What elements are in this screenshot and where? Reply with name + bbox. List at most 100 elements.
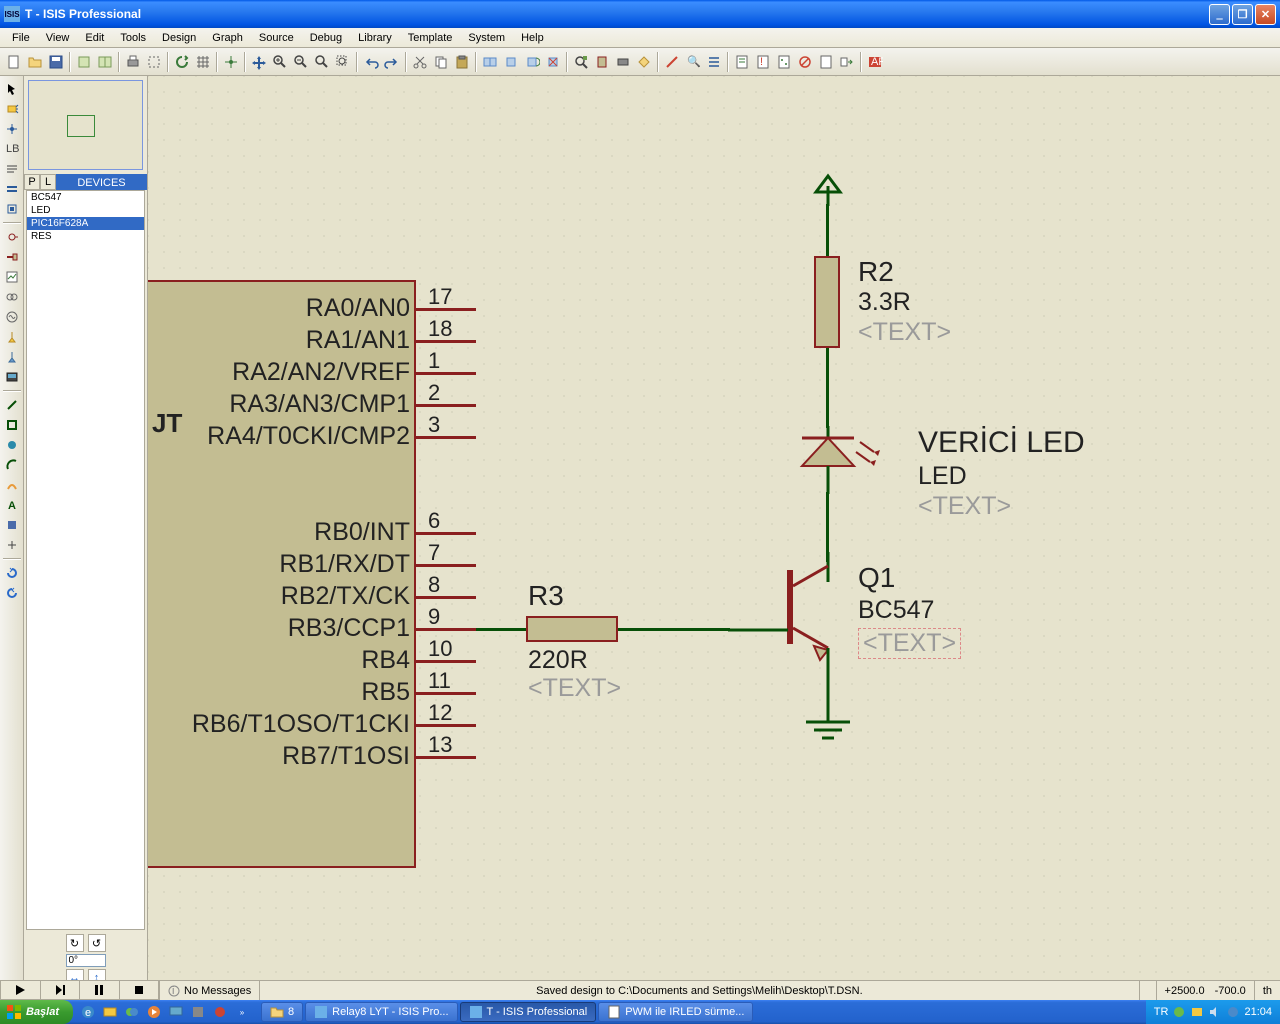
rotate-cw-small-icon[interactable]: ↻ (66, 934, 84, 952)
component-led[interactable] (788, 426, 918, 496)
maximize-button[interactable]: ❐ (1232, 4, 1253, 25)
rotation-angle-input[interactable] (66, 954, 106, 967)
minimize-button[interactable]: ‗ (1209, 4, 1230, 25)
block-rotate-icon[interactable] (522, 52, 542, 72)
box-2d-icon[interactable] (2, 416, 22, 434)
language-indicator[interactable]: TR (1154, 1006, 1169, 1018)
rotate-cw-icon[interactable] (2, 564, 22, 582)
voltage-probe-icon[interactable] (2, 328, 22, 346)
terminals-icon[interactable] (2, 228, 22, 246)
pause-button[interactable] (80, 981, 120, 999)
menu-design[interactable]: Design (154, 30, 204, 46)
ares-icon[interactable]: ARES (865, 52, 885, 72)
netlist-icon[interactable] (774, 52, 794, 72)
stop-button[interactable] (120, 981, 160, 999)
import-icon[interactable] (74, 52, 94, 72)
tray-icon-1[interactable] (1172, 1005, 1186, 1019)
save-icon[interactable] (46, 52, 66, 72)
open-file-icon[interactable] (25, 52, 45, 72)
block-move-icon[interactable] (501, 52, 521, 72)
rotate-ccw-icon[interactable] (2, 584, 22, 602)
menu-system[interactable]: System (460, 30, 513, 46)
property-icon[interactable] (704, 52, 724, 72)
close-button[interactable]: ✕ (1255, 4, 1276, 25)
path-2d-icon[interactable] (2, 476, 22, 494)
ql-app1-icon[interactable] (189, 1003, 207, 1021)
device-item[interactable]: PIC16F628A (27, 217, 144, 230)
zoom-out-icon[interactable] (291, 52, 311, 72)
erc-icon[interactable]: ! (753, 52, 773, 72)
component-r2[interactable] (814, 256, 840, 348)
bus-mode-icon[interactable] (2, 180, 22, 198)
zoom-fit-icon[interactable] (312, 52, 332, 72)
menu-help[interactable]: Help (513, 30, 552, 46)
wire-autoroute-icon[interactable] (662, 52, 682, 72)
menu-view[interactable]: View (38, 30, 78, 46)
export-icon[interactable] (95, 52, 115, 72)
menu-edit[interactable]: Edit (77, 30, 112, 46)
pick-icon[interactable] (571, 52, 591, 72)
arc-2d-icon[interactable] (2, 456, 22, 474)
start-button[interactable]: Başlat (0, 1000, 73, 1024)
ql-app2-icon[interactable] (211, 1003, 229, 1021)
subcircuit-icon[interactable] (2, 200, 22, 218)
task-button[interactable]: PWM ile IRLED sürme... (598, 1002, 753, 1022)
device-pins-icon[interactable] (2, 248, 22, 266)
graph-mode-icon[interactable] (2, 268, 22, 286)
block-delete-icon[interactable] (543, 52, 563, 72)
current-probe-icon[interactable] (2, 348, 22, 366)
step-button[interactable] (41, 981, 81, 999)
play-button[interactable] (1, 981, 41, 999)
bom-icon[interactable] (732, 52, 752, 72)
schematic-canvas[interactable]: JT R2 3.3R <TEXT> VERİCİ LED LED (148, 76, 1280, 980)
pick-devices-button[interactable]: P (24, 174, 40, 190)
clock[interactable]: 21:04 (1244, 1006, 1272, 1018)
undo-icon[interactable] (361, 52, 381, 72)
library-button[interactable]: L (40, 174, 56, 190)
circle-2d-icon[interactable] (2, 436, 22, 454)
vcc-terminal-icon[interactable] (808, 172, 848, 208)
marker-2d-icon[interactable] (2, 536, 22, 554)
text-script-icon[interactable] (2, 160, 22, 178)
device-item[interactable]: LED (27, 204, 144, 217)
overview-window[interactable] (28, 80, 143, 170)
selection-mode-icon[interactable] (2, 80, 22, 98)
copy-icon[interactable] (431, 52, 451, 72)
junction-mode-icon[interactable] (2, 120, 22, 138)
no-erc-icon[interactable] (795, 52, 815, 72)
generator-icon[interactable] (2, 308, 22, 326)
tray-icon-2[interactable] (1190, 1005, 1204, 1019)
symbol-2d-icon[interactable] (2, 516, 22, 534)
ground-terminal-icon[interactable] (802, 700, 854, 748)
menu-debug[interactable]: Debug (302, 30, 350, 46)
task-button[interactable]: T - ISIS Professional (460, 1002, 597, 1022)
zoom-area-icon[interactable] (333, 52, 353, 72)
origin-icon[interactable] (221, 52, 241, 72)
msn-icon[interactable] (123, 1003, 141, 1021)
zoom-in-icon[interactable] (270, 52, 290, 72)
device-list[interactable]: BC547LEDPIC16F628ARES (26, 190, 145, 930)
wmp-icon[interactable] (145, 1003, 163, 1021)
paste-icon[interactable] (452, 52, 472, 72)
pan-icon[interactable] (249, 52, 269, 72)
menu-source[interactable]: Source (251, 30, 302, 46)
decompose-icon[interactable] (634, 52, 654, 72)
text-2d-icon[interactable]: A (2, 496, 22, 514)
ql-chevron-icon[interactable]: » (233, 1003, 251, 1021)
menu-template[interactable]: Template (400, 30, 461, 46)
wire-label-icon[interactable]: LBL (2, 140, 22, 158)
ie-icon[interactable]: e (79, 1003, 97, 1021)
rotate-ccw-small-icon[interactable]: ↺ (88, 934, 106, 952)
refresh-icon[interactable] (172, 52, 192, 72)
tape-icon[interactable] (2, 288, 22, 306)
component-r3[interactable] (526, 616, 618, 642)
cut-icon[interactable] (410, 52, 430, 72)
tray-volume-icon[interactable] (1208, 1005, 1222, 1019)
device-item[interactable]: RES (27, 230, 144, 243)
line-2d-icon[interactable] (2, 396, 22, 414)
tray-icon-4[interactable] (1226, 1005, 1240, 1019)
new-file-icon[interactable] (4, 52, 24, 72)
search-tag-icon[interactable]: 🔍 (683, 52, 703, 72)
task-button[interactable]: 8 (261, 1002, 303, 1022)
virtual-instrument-icon[interactable] (2, 368, 22, 386)
